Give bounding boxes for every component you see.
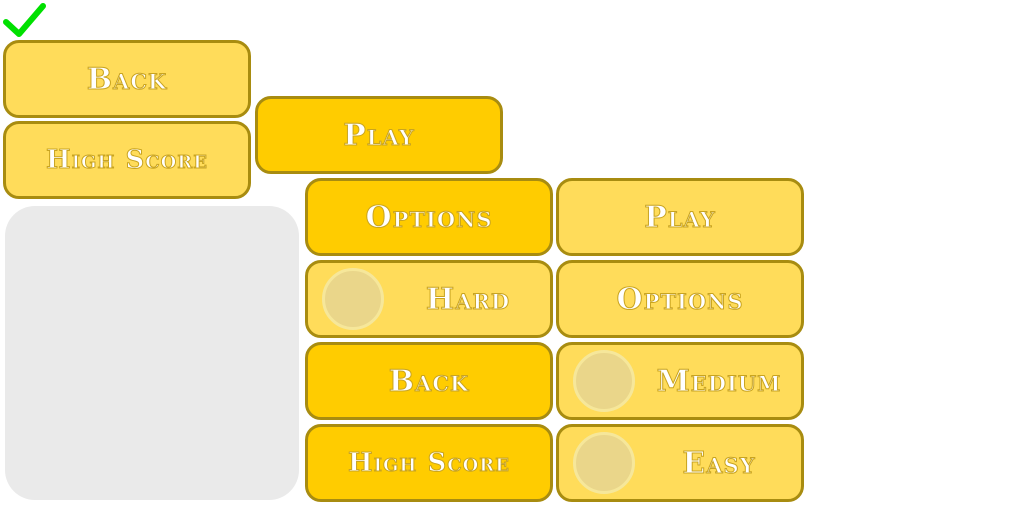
easy-difficulty-toggle[interactable]: Easy (556, 424, 804, 502)
medium-label: Medium (656, 363, 782, 399)
checkmark-icon (3, 3, 46, 37)
toggle-knob-icon (322, 268, 384, 330)
back-button-2[interactable]: Back (305, 342, 553, 420)
hard-difficulty-toggle[interactable]: Hard (305, 260, 553, 338)
high-score-button-2[interactable]: High Score (305, 424, 553, 502)
medium-difficulty-toggle[interactable]: Medium (556, 342, 804, 420)
options-button-label: Options (365, 199, 493, 235)
high-score-button-2-label: High Score (348, 448, 510, 479)
play-button-2[interactable]: Play (556, 178, 804, 256)
play-button-2-label: Play (644, 199, 716, 235)
play-button[interactable]: Play (255, 96, 503, 174)
hard-label: Hard (425, 281, 511, 317)
back-button-label: Back (86, 61, 168, 97)
back-button[interactable]: Back (3, 40, 251, 118)
high-score-button-label: High Score (46, 145, 208, 176)
back-button-2-label: Back (388, 363, 470, 399)
options-button-2[interactable]: Options (556, 260, 804, 338)
blank-panel (5, 206, 299, 500)
options-button-2-label: Options (616, 281, 744, 317)
options-button[interactable]: Options (305, 178, 553, 256)
toggle-knob-icon (573, 350, 635, 412)
easy-label: Easy (682, 445, 756, 481)
play-button-label: Play (343, 117, 415, 153)
toggle-knob-icon (573, 432, 635, 494)
high-score-button[interactable]: High Score (3, 121, 251, 199)
